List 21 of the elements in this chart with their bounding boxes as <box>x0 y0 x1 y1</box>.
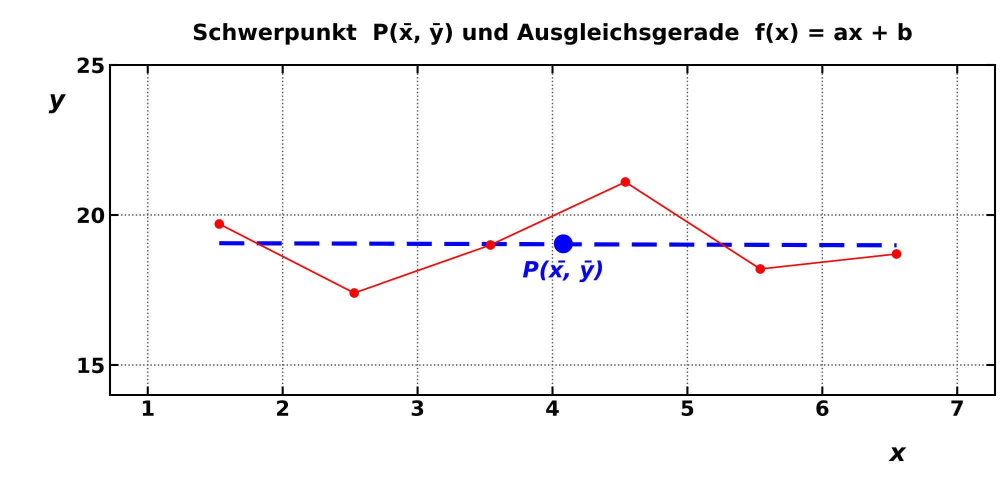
point <box>554 234 573 254</box>
point <box>486 240 496 250</box>
chart-title: Schwerpunkt P(x̄, ȳ) und Ausgleichsgerade f(x) = ax + b <box>194 23 912 45</box>
x-tick-label: 3 <box>412 400 424 416</box>
point <box>214 219 224 229</box>
point <box>755 264 766 274</box>
y-tick-label: 25 <box>78 57 104 74</box>
point <box>349 288 360 298</box>
x-axis-title: x <box>888 447 906 461</box>
x-tick-label: 1 <box>142 400 154 416</box>
x-tick-label: 5 <box>682 400 694 416</box>
point <box>892 249 902 259</box>
x-tick-label: 2 <box>277 400 288 416</box>
point <box>620 177 630 187</box>
x-tick-label: 7 <box>951 400 963 416</box>
annotation: P(x̄, ȳ) <box>522 260 602 282</box>
x-tick-label: 4 <box>546 400 559 416</box>
x-tick-label: 6 <box>816 400 828 416</box>
y-tick-label: 15 <box>78 358 104 374</box>
y-axis-title: y <box>48 94 66 114</box>
y-tick-label: 20 <box>78 207 104 224</box>
